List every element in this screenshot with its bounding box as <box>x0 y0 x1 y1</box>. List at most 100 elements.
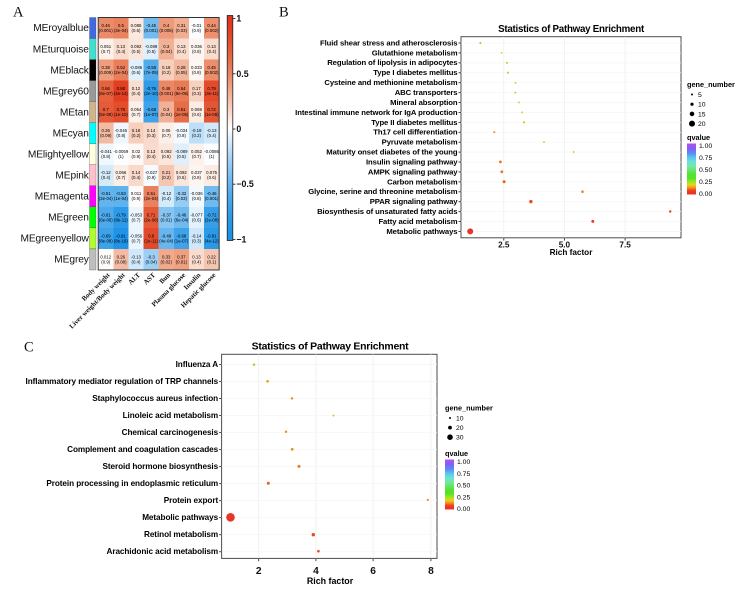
svg-text:Maturity onset diabetes of the: Maturity onset diabetes of the young <box>326 148 458 157</box>
svg-text:gene_number: gene_number <box>687 80 735 89</box>
svg-text:(0.04): (0.04) <box>145 259 157 264</box>
svg-text:(0.6): (0.6) <box>132 28 141 33</box>
svg-text:Insulin signaling pathway: Insulin signaling pathway <box>366 157 458 166</box>
svg-text:0.52: 0.52 <box>117 65 126 70</box>
svg-text:0.011: 0.011 <box>131 191 142 196</box>
svg-text:ABC transporters: ABC transporters <box>395 88 458 97</box>
svg-text:-0.68: -0.68 <box>146 107 156 112</box>
svg-text:(0.4): (0.4) <box>132 91 141 96</box>
svg-text:-0.077: -0.077 <box>190 212 203 217</box>
svg-text:0.051: 0.051 <box>100 44 111 49</box>
svg-text:0.25: 0.25 <box>457 494 470 501</box>
svg-text:(0.3): (0.3) <box>147 133 156 138</box>
svg-text:0.54: 0.54 <box>177 86 186 91</box>
svg-text:-0.46: -0.46 <box>176 212 186 217</box>
svg-text:0.44: 0.44 <box>207 23 216 28</box>
svg-text:(0.5): (0.5) <box>132 49 141 54</box>
svg-text:MEgrey60: MEgrey60 <box>43 86 89 97</box>
svg-text:-0.14: -0.14 <box>192 233 202 238</box>
svg-text:−0.5: −0.5 <box>236 179 253 189</box>
svg-text:Arachidonic acid metabolism: Arachidonic acid metabolism <box>107 547 219 556</box>
svg-text:(6e-07): (6e-07) <box>99 91 114 96</box>
svg-text:1.00: 1.00 <box>457 459 470 466</box>
svg-text:7.5: 7.5 <box>619 240 631 249</box>
svg-text:qvalue: qvalue <box>687 133 710 142</box>
svg-text:(0.7): (0.7) <box>132 238 141 243</box>
svg-text:-0.086: -0.086 <box>130 65 143 70</box>
svg-text:Glycine, serine and threonine: Glycine, serine and threonine metabolism <box>308 187 458 196</box>
svg-text:(0.4): (0.4) <box>116 49 125 54</box>
svg-text:(0.08): (0.08) <box>115 259 127 264</box>
svg-text:0.71: 0.71 <box>147 212 156 217</box>
svg-text:0.79: 0.79 <box>207 86 216 91</box>
svg-text:Rich factor: Rich factor <box>550 248 594 257</box>
svg-text:Th17 cell differentiation: Th17 cell differentiation <box>373 128 458 137</box>
svg-text:(0.8): (0.8) <box>192 70 201 75</box>
svg-text:(0.9): (0.9) <box>132 154 141 159</box>
svg-text:-0.76: -0.76 <box>146 86 156 91</box>
svg-text:0.8: 0.8 <box>148 233 155 238</box>
svg-text:0.37: 0.37 <box>177 254 186 259</box>
svg-text:-0.68: -0.68 <box>176 233 186 238</box>
svg-text:-0.61: -0.61 <box>101 212 111 217</box>
svg-text:(0.009): (0.009) <box>99 70 113 75</box>
svg-text:0.38: 0.38 <box>102 65 111 70</box>
svg-text:(3e-04): (3e-04) <box>114 28 129 33</box>
svg-text:(0.4): (0.4) <box>162 196 171 201</box>
svg-text:0.092: 0.092 <box>161 149 172 154</box>
svg-text:Statistics of Pathway Enrichme: Statistics of Pathway Enrichment <box>498 24 645 35</box>
svg-text:(0.8): (0.8) <box>101 154 110 159</box>
svg-text:(0.7): (0.7) <box>132 112 141 117</box>
svg-text:(0.1): (0.1) <box>207 259 216 264</box>
svg-text:(0.9): (0.9) <box>101 259 110 264</box>
svg-text:(3e-11): (3e-11) <box>205 91 219 96</box>
svg-text:0.7: 0.7 <box>103 107 110 112</box>
svg-text:-0.01: -0.01 <box>192 23 202 28</box>
svg-text:30: 30 <box>456 435 464 442</box>
svg-text:0.033: 0.033 <box>191 65 202 70</box>
svg-text:(1e-04): (1e-04) <box>114 196 129 201</box>
svg-text:-0.056: -0.056 <box>130 233 143 238</box>
svg-text:(0.5): (0.5) <box>147 49 156 54</box>
svg-text:-0.0059: -0.0059 <box>114 149 129 154</box>
svg-text:(0.01): (0.01) <box>161 217 173 222</box>
svg-text:0.02: 0.02 <box>132 149 141 154</box>
svg-text:Intestinal immune network for: Intestinal immune network for IgA produc… <box>295 108 458 117</box>
svg-text:Fatty acid metabolism: Fatty acid metabolism <box>378 217 457 226</box>
svg-text:(0.001): (0.001) <box>159 91 173 96</box>
svg-text:(0.5): (0.5) <box>177 175 186 180</box>
svg-text:(1e-08): (1e-08) <box>205 112 220 117</box>
svg-text:(1): (1) <box>118 154 124 159</box>
svg-text:(5e-08): (5e-08) <box>99 112 114 117</box>
svg-text:0.3: 0.3 <box>163 44 170 49</box>
svg-text:0: 0 <box>236 124 241 134</box>
svg-text:Metabolic pathways: Metabolic pathways <box>142 513 218 522</box>
svg-text:(0.04): (0.04) <box>161 112 173 117</box>
svg-text:10: 10 <box>698 102 706 109</box>
svg-text:0.26: 0.26 <box>117 254 126 259</box>
svg-text:A: A <box>13 5 24 21</box>
svg-text:Inflammatory mediator regulati: Inflammatory mediator regulation of TRP … <box>26 377 219 386</box>
svg-text:(0.001): (0.001) <box>99 28 113 33</box>
svg-text:0.75: 0.75 <box>457 471 470 478</box>
svg-text:gene_number: gene_number <box>445 404 493 413</box>
svg-text:(1e-07): (1e-07) <box>174 238 189 243</box>
svg-text:(0.03): (0.03) <box>176 196 188 201</box>
svg-text:PPAR signaling pathway: PPAR signaling pathway <box>370 197 459 206</box>
svg-text:Statistics of Pathway Enrichme: Statistics of Pathway Enrichment <box>252 341 409 352</box>
svg-text:(0.4): (0.4) <box>101 175 110 180</box>
svg-text:0.066: 0.066 <box>115 170 126 175</box>
svg-text:(0.9): (0.9) <box>147 175 156 180</box>
svg-text:0.14: 0.14 <box>132 170 141 175</box>
svg-text:-0.089: -0.089 <box>145 44 158 49</box>
svg-text:0.5: 0.5 <box>118 23 125 28</box>
svg-text:(0.01): (0.01) <box>176 259 188 264</box>
svg-text:MEgreenyellow: MEgreenyellow <box>20 234 89 245</box>
svg-text:-0.12: -0.12 <box>161 191 171 196</box>
svg-text:(0.3): (0.3) <box>192 91 201 96</box>
svg-text:-0.0086: -0.0086 <box>204 149 219 154</box>
svg-text:(0.005): (0.005) <box>159 28 173 33</box>
svg-text:0.13: 0.13 <box>207 44 216 49</box>
svg-text:MEtan: MEtan <box>60 107 89 118</box>
svg-text:(2e-08): (2e-08) <box>205 217 220 222</box>
